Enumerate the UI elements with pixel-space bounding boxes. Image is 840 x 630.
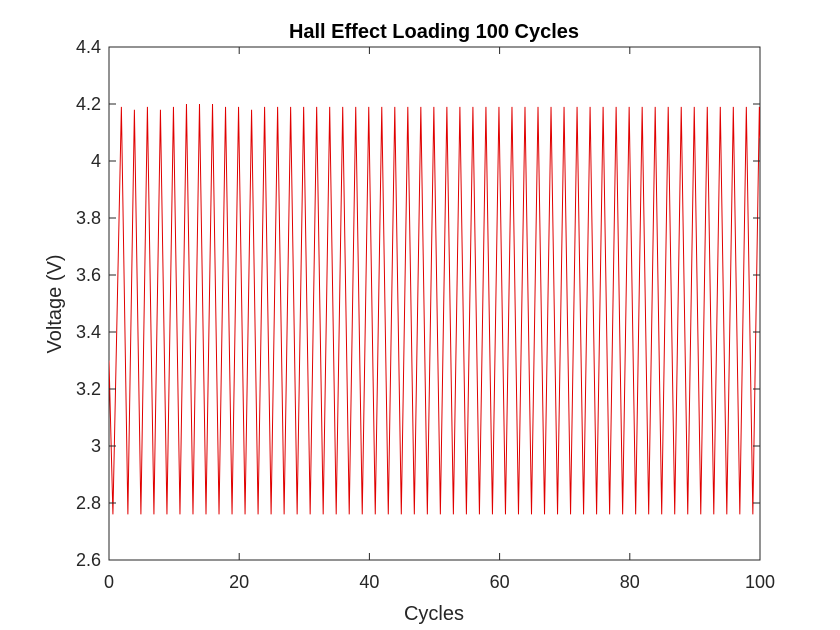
y-axis-label: Voltage (V) bbox=[44, 255, 66, 354]
y-tick-label: 3.8 bbox=[76, 208, 101, 228]
y-tick-label: 4.2 bbox=[76, 94, 101, 114]
y-tick-label: 4 bbox=[91, 151, 101, 171]
x-tick-label: 100 bbox=[745, 572, 775, 592]
y-tick-label: 3.6 bbox=[76, 265, 101, 285]
y-tick-label: 2.6 bbox=[76, 550, 101, 570]
y-tick-label: 3.2 bbox=[76, 379, 101, 399]
x-tick-label: 80 bbox=[620, 572, 640, 592]
x-tick-label: 60 bbox=[490, 572, 510, 592]
x-tick-label: 40 bbox=[359, 572, 379, 592]
series-line-0 bbox=[109, 103, 760, 515]
y-tick-label: 2.8 bbox=[76, 493, 101, 513]
x-tick-label: 20 bbox=[229, 572, 249, 592]
y-tick-label: 3.4 bbox=[76, 322, 101, 342]
plot-area bbox=[108, 46, 761, 561]
y-tick-label: 4.4 bbox=[76, 37, 101, 57]
x-tick-label: 0 bbox=[104, 572, 114, 592]
x-axis-label: Cycles bbox=[404, 603, 464, 625]
x-axis: 0 20 40 60 80 100 bbox=[104, 47, 775, 592]
chart-title: Hall Effect Loading 100 Cycles bbox=[289, 21, 579, 43]
y-axis: 2.6 2.8 3 3.2 3.4 3.6 3.8 4 4.2 4.4 bbox=[76, 37, 760, 570]
y-tick-label: 3 bbox=[91, 436, 101, 456]
